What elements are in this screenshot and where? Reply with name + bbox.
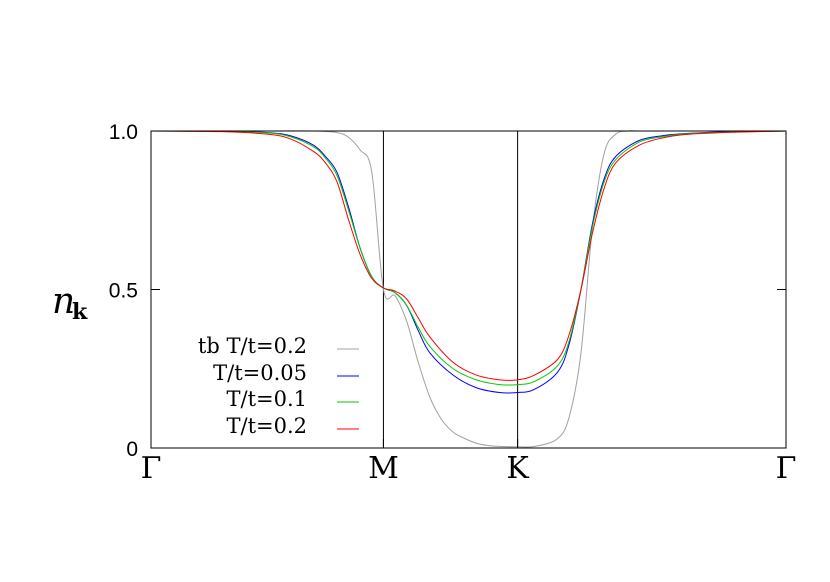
y-axis-label: n k [52, 281, 88, 325]
y-axis-label-base: n [52, 281, 75, 322]
x-tick-label: Γ [141, 451, 162, 486]
legend-entry-label: T/t=0.1 [226, 387, 307, 411]
vertical-reference-lines [382, 131, 519, 448]
y-tick-label: 0.5 [109, 280, 138, 303]
y-tick-label: 1.0 [109, 121, 138, 144]
y-axis-label-subscript: k [72, 299, 88, 325]
y-tick-label: 0 [126, 438, 138, 461]
x-tick-label: Γ [776, 451, 797, 486]
series-line-3 [150, 130, 787, 386]
axis-ticks: 0 0.5 1.0 Γ M K Γ [109, 121, 797, 486]
series-line-4 [150, 130, 787, 381]
legend-entry-label: T/t=0.05 [213, 361, 307, 385]
series-layer [150, 130, 787, 448]
series-line-1 [151, 130, 786, 448]
legend: tb T/t=0.2 T/t=0.05T/t=0.1 T/t=0.2 [198, 334, 359, 438]
legend-entry-label: T/t=0.2 [226, 414, 307, 438]
series-line-2 [150, 130, 787, 394]
x-tick-label: M [368, 451, 399, 486]
legend-entry-label: tb T/t=0.2 [198, 334, 307, 358]
x-tick-label: K [506, 451, 529, 486]
